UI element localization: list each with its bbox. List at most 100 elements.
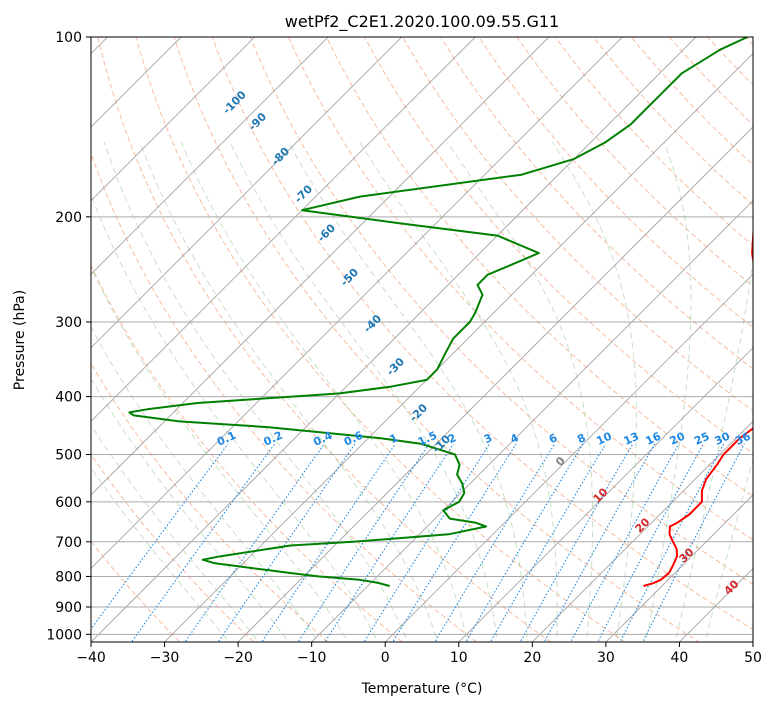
moist-adiabat-label: 40 — [722, 577, 742, 597]
y-tick-label: 600 — [55, 495, 82, 511]
mixing-ratio-label: 25 — [692, 430, 711, 448]
y-axis-label: Pressure (hPa) — [12, 290, 28, 390]
x-tick-label: 30 — [597, 650, 615, 666]
y-tick-label: 900 — [55, 600, 82, 616]
dry-adiabat-2 — [91, 362, 329, 642]
mixing-line-3 — [217, 443, 356, 642]
mixing-line-7 — [363, 443, 491, 642]
mixing-ratio-label: 36 — [733, 430, 753, 448]
isotherm-4 — [91, 37, 329, 275]
mixing-ratio-label: 30 — [713, 429, 733, 447]
mixing-line-1 — [130, 443, 276, 642]
plot-frame — [90, 36, 754, 643]
isotherm-16 — [605, 494, 753, 642]
dry-adiabat-13 — [402, 37, 753, 412]
y-tick-label: 200 — [55, 210, 82, 226]
dry-adiabat-20 — [668, 37, 753, 126]
isotherm-3 — [91, 37, 256, 202]
mixing-line-8 — [392, 443, 517, 642]
moist-adiabat-13 — [551, 141, 637, 642]
moist-adiabat-14 — [645, 142, 692, 642]
dry-adiabat-21 — [706, 37, 753, 86]
isotherm-17 — [679, 567, 753, 642]
dry-adiabat-6 — [135, 37, 626, 642]
mixing-ratio-label: 6 — [547, 431, 560, 446]
mixing-line-9 — [434, 443, 556, 642]
isotherm-13 — [384, 273, 753, 642]
dry-adiabat-11 — [325, 37, 753, 497]
mixing-ratio-label: 0.2 — [262, 429, 285, 449]
dry-adiabat-label: -100 — [220, 88, 249, 117]
mixing-line-13 — [543, 443, 656, 642]
x-tick-label: −20 — [223, 650, 253, 666]
isotherm-18 — [752, 641, 753, 642]
isotherm-11 — [237, 126, 753, 642]
y-tick-label: 100 — [55, 30, 82, 46]
x-tick-label: 50 — [744, 650, 762, 666]
y-tick-label: 300 — [55, 315, 82, 331]
mixing-line-12 — [519, 443, 634, 642]
x-tick-label: 10 — [450, 650, 468, 666]
y-tick-label: 400 — [55, 390, 82, 406]
dry-adiabat-22 — [744, 37, 753, 46]
isotherm-14 — [458, 347, 753, 642]
isotherm-5 — [91, 37, 403, 349]
dewpoint-profile — [128, 37, 748, 587]
dry-adiabat-label: -90 — [246, 110, 269, 133]
moist-adiabat-12 — [446, 141, 594, 642]
dry-adiabat-17 — [554, 37, 753, 247]
x-tick-label: 40 — [671, 650, 689, 666]
isotherm-7 — [91, 37, 550, 496]
x-tick-label: 20 — [523, 650, 541, 666]
dry-adiabat-4 — [91, 152, 478, 642]
isotherm-12 — [311, 199, 753, 642]
mixing-line-17 — [642, 443, 745, 642]
y-tick-label: 1000 — [46, 627, 82, 643]
dry-adiabat-16 — [516, 37, 753, 287]
isotherm-10 — [164, 52, 753, 642]
dry-adiabat-3 — [91, 264, 404, 642]
dry-adiabat-label: -40 — [361, 312, 384, 335]
moist-adiabat-15 — [674, 255, 753, 642]
mixing-ratio-label: 13 — [622, 430, 641, 448]
moist-adiabats — [91, 141, 753, 642]
mixing-ratio-label: 16 — [644, 429, 664, 447]
dry-adiabat-9 — [249, 37, 753, 585]
y-tick-label: 700 — [55, 535, 82, 551]
mixing-ratio-label: 20 — [668, 429, 688, 447]
moist-adiabat-label: 10 — [591, 485, 611, 505]
chart-title: wetPf2_C2E1.2020.100.09.55.G11 — [285, 12, 559, 32]
x-tick-label: −10 — [297, 650, 327, 666]
dry-adiabat-label: -70 — [292, 182, 315, 205]
y-tick-label: 800 — [55, 569, 82, 585]
moist-adiabat-2 — [91, 377, 290, 642]
dry-adiabat-label: -80 — [269, 145, 292, 168]
mixing-ratio-lines — [91, 443, 745, 642]
isotherm-6 — [91, 37, 476, 423]
mixing-line-16 — [619, 443, 725, 642]
isotherm-15 — [531, 420, 753, 642]
plot-area: 0.1 0.2 0.4 0.6 1 1.5 2 3 4 6 8 10 13 16 20 25 30 36-100-… — [91, 24, 775, 647]
dry-adiabat-7 — [173, 37, 700, 642]
temperature-profile — [643, 227, 753, 587]
dry-adiabat-label: -50 — [338, 265, 361, 288]
mixing-ratio-label: 1 — [388, 431, 400, 446]
dry-adiabat-23 — [771, 24, 775, 647]
y-tick-label: 500 — [55, 448, 82, 464]
y-axis: 100 200 300 400 500 600 700 800 900 1000 — [46, 30, 91, 643]
x-axis: −40 −30 −20 −10 0 10 20 30 40 50 — [76, 642, 762, 666]
isotherm-9 — [91, 37, 697, 642]
line-labels: 0.1 0.2 0.4 0.6 1 1.5 2 3 4 6 8 10 13 16 20 25 30 36-100-… — [215, 88, 753, 598]
dry-adiabat-label: -20 — [407, 401, 430, 424]
mixing-line-5 — [297, 443, 430, 642]
mixing-line-10 — [465, 443, 584, 642]
x-tick-label: −40 — [76, 650, 106, 666]
dry-adiabat-10 — [287, 37, 753, 541]
x-axis-label: Temperature (°C) — [361, 681, 483, 697]
mixing-line-0 — [91, 443, 229, 630]
x-tick-label: −30 — [150, 650, 180, 666]
moist-adiabat-7 — [139, 142, 439, 642]
mixing-line-14 — [570, 443, 680, 642]
profiles — [128, 37, 753, 587]
